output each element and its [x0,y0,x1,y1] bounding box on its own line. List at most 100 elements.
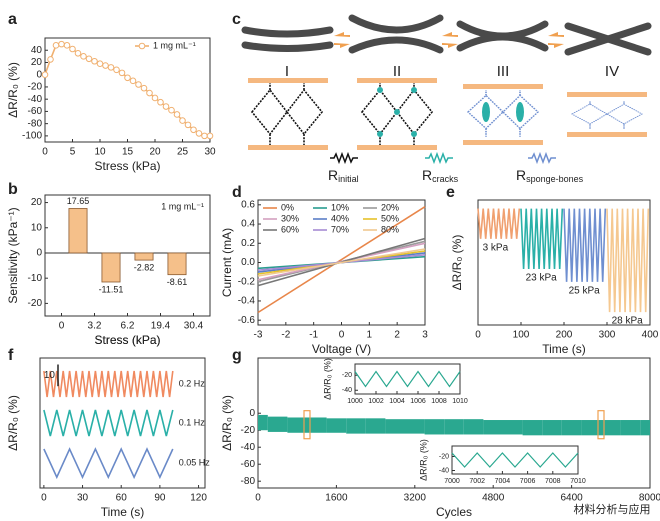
x-tick-label: 7010 [570,478,586,485]
legend-label: 30% [281,213,299,223]
legend-label: 80% [381,224,399,234]
series-line [520,208,564,270]
marker [162,103,170,110]
y-axis-label: ΔR/R₀ (%) [6,395,20,451]
series-line [43,409,174,437]
band-segment [640,420,650,436]
y-tick-label: -60 [241,459,256,470]
data-label: -11.51 [99,284,124,294]
y-tick-label: -20 [28,82,43,93]
x-tick-label: 1600 [325,493,348,504]
bar [68,208,88,254]
x-tick-label: 100 [513,330,530,341]
x-tick-label: -3 [254,330,263,341]
plates [248,78,647,150]
band-segment [463,419,484,435]
panel-letter: b [8,181,18,198]
x-tick-label: 60 [116,493,128,504]
y-tick-label: 0 [249,408,255,419]
y-tick-label: 0 [36,248,42,259]
circuit [251,82,323,146]
series-label: 0.05 Hz [179,457,211,467]
y-axis-label: ΔR/R₀ (%) [322,358,332,400]
x-axis-label: Stress (kPa) [94,333,160,347]
legend-marker [138,42,146,50]
x-axis-label: Time (s) [101,505,145,519]
y-axis-label: Current (mA) [220,228,234,297]
legend-label: 20% [381,202,399,212]
marker [179,117,186,124]
plot-frame [354,363,461,395]
y-tick-label: 0.4 [241,219,255,230]
resistor-label: Rcracks [422,167,459,185]
band-segment [581,420,601,436]
bar [167,252,187,276]
x-tick-label: 3200 [404,493,427,504]
beam [348,14,444,34]
node [411,131,417,137]
symbol: R [516,167,526,183]
x-tick-label: 7002 [469,478,485,485]
band-segment [542,420,562,436]
arrows [334,32,564,48]
band-segment [483,420,503,435]
marker [184,121,192,129]
band-segment [405,419,425,434]
x-tick-label: 1006 [410,398,426,405]
series-label: 28 kPa [612,316,644,327]
x-axis-label: Cycles [436,505,472,519]
zoom-marker [303,410,311,440]
marker [41,71,49,79]
band-segment [385,419,405,434]
x-tick-label: 1008 [431,398,447,405]
marker [173,111,181,118]
x-tick-label: 6.2 [121,321,135,332]
marker [69,45,76,53]
x-tick-label: 7006 [520,478,536,485]
y-tick-label: 20 [31,57,43,68]
x-tick-label: 0 [42,147,48,158]
y-tick-label: -20 [28,298,43,309]
marker [146,89,153,97]
x-axis-label: Voltage (V) [312,342,371,356]
arrow [442,32,458,48]
symbol: R [422,167,432,183]
node [377,131,383,137]
band-segment [444,419,464,435]
y-tick-label: -0.6 [238,315,256,326]
x-tick-label: 0 [41,493,47,504]
series-line [257,206,426,314]
watermark: 材料分析与应用 [574,502,651,516]
marker [140,84,148,92]
marker [74,49,82,57]
band-segment [287,417,307,433]
x-tick-label: 30.4 [184,321,204,332]
band-segment [503,420,523,435]
marker [47,56,54,63]
x-tick-label: 400 [642,330,659,341]
node [482,102,490,122]
marker [58,40,65,48]
y-tick-label: -40 [241,442,256,453]
band-segment [522,420,543,436]
y-tick-label: -0.2 [238,276,256,287]
marker [195,130,203,137]
y-axis-label: ΔR/R₀ (%) [418,439,428,481]
symbol: R [328,167,338,183]
x-axis-label: Stress (kPa) [94,159,160,173]
x-tick-label: 8000 [639,493,660,504]
beam [456,33,549,52]
marker [124,74,131,82]
y-tick-label: 0.0 [241,257,255,268]
crack-nodes [377,87,417,137]
marker [52,42,60,49]
x-tick-label: 5 [70,147,76,158]
resistor-symbol [330,151,358,165]
resistor-label: Rsponge-bones [516,167,584,185]
series-line [43,447,174,480]
x-tick-label: 3 [422,330,428,341]
beams [241,14,652,56]
inset-line [354,370,461,388]
marker [118,69,126,77]
series-line [257,248,426,277]
